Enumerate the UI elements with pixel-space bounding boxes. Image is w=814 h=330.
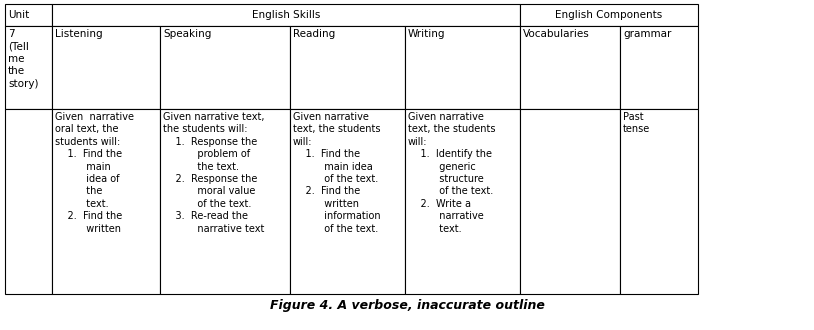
Text: Vocabularies: Vocabularies [523, 29, 590, 39]
Text: Figure 4. A verbose, inaccurate outline: Figure 4. A verbose, inaccurate outline [269, 299, 545, 312]
Text: Listening: Listening [55, 29, 103, 39]
Bar [620, 109, 698, 294]
Bar [405, 26, 520, 109]
Text: Given narrative
text, the students
will:
    1.  Identify the
          generic
: Given narrative text, the students will:… [408, 112, 496, 234]
Bar [5, 109, 52, 294]
Text: Unit: Unit [8, 10, 29, 20]
Text: English Components: English Components [555, 10, 663, 20]
Text: Past
tense: Past tense [623, 112, 650, 134]
Bar [52, 109, 160, 294]
Bar [520, 26, 620, 109]
Bar [5, 4, 52, 26]
Bar [620, 26, 698, 109]
Bar [290, 26, 405, 109]
Text: Reading: Reading [293, 29, 335, 39]
Bar [5, 26, 52, 109]
Text: grammar: grammar [623, 29, 672, 39]
Bar [160, 26, 290, 109]
Text: Given narrative
text, the students
will:
    1.  Find the
          main idea
  : Given narrative text, the students will:… [293, 112, 381, 234]
Text: Given narrative text,
the students will:
    1.  Response the
           problem: Given narrative text, the students will:… [163, 112, 265, 234]
Text: Speaking: Speaking [163, 29, 212, 39]
Text: 7
(Tell
me
the
story): 7 (Tell me the story) [8, 29, 38, 88]
Bar [520, 4, 698, 26]
Text: English Skills: English Skills [252, 10, 320, 20]
Bar [405, 109, 520, 294]
Bar [290, 109, 405, 294]
Bar [52, 26, 160, 109]
Bar [160, 109, 290, 294]
Text: Given  narrative
oral text, the
students will:
    1.  Find the
          main
 : Given narrative oral text, the students … [55, 112, 134, 234]
Text: Writing: Writing [408, 29, 445, 39]
Bar [52, 4, 520, 26]
Bar [520, 109, 620, 294]
